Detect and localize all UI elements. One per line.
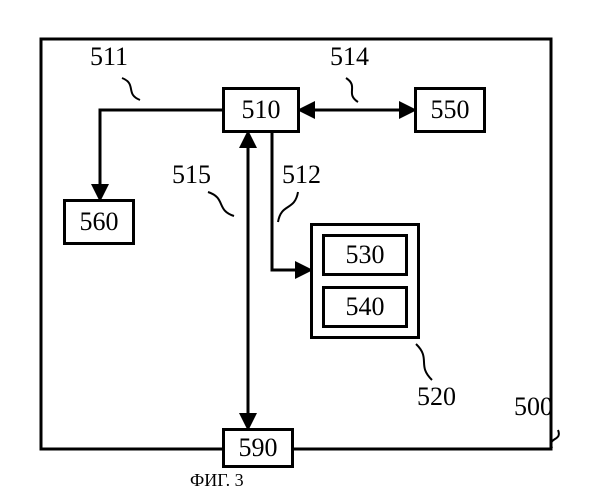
label-l520: 520 [417,382,456,412]
leader-s515 [208,192,234,216]
node-label-n550: 550 [431,95,470,125]
leader-s512 [278,192,298,222]
node-n530: 530 [322,234,408,276]
node-label-n510: 510 [242,95,281,125]
diagram-svg [0,0,592,500]
label-l515: 515 [172,160,211,190]
node-n590: 590 [222,428,294,468]
leader-s520 [416,344,432,380]
node-label-n590: 590 [239,433,278,463]
edge-e512 [272,133,310,270]
label-l500: 500 [514,392,553,422]
label-l511: 511 [90,42,128,72]
node-n550: 550 [414,87,486,133]
node-n540: 540 [322,286,408,328]
node-n510: 510 [222,87,300,133]
diagram-canvas: 510 550 560 590 530 540 511 514 515 512 520 500 ФИГ… [0,0,592,500]
leader-s514 [346,78,358,102]
node-label-n540: 540 [346,292,385,322]
figure-caption: ФИГ. 3 [190,470,244,491]
node-n560: 560 [63,199,135,245]
label-l514: 514 [330,42,369,72]
node-label-n530: 530 [346,240,385,270]
node-label-n560: 560 [80,207,119,237]
leader-s511 [122,78,140,100]
label-l512: 512 [282,160,321,190]
